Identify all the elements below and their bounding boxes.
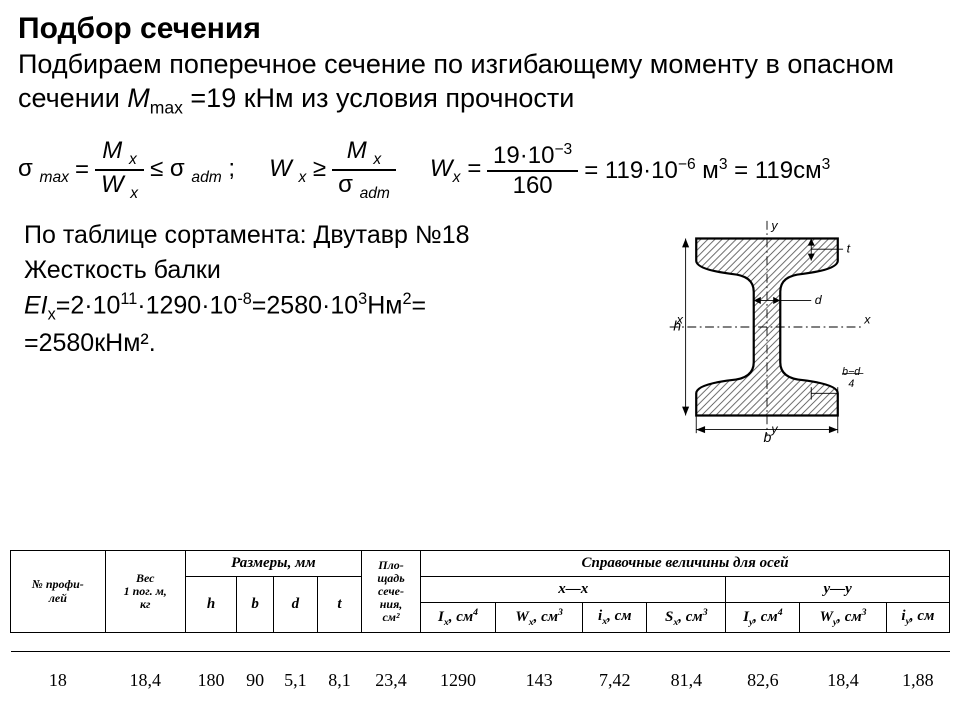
mid-section: По таблице сортамента: Двутавр №18 Жестк… — [18, 218, 942, 442]
svg-text:x: x — [863, 312, 871, 326]
cell-area: 23,4 — [362, 652, 421, 703]
lead-paragraph: Подбираем поперечное сечение по изгибающ… — [18, 48, 942, 119]
line-sortament: По таблице сортамента: Двутавр №18 — [24, 218, 594, 253]
dim-b-label: b — [763, 429, 771, 442]
col-axis-y: y—y — [726, 577, 950, 603]
line-stiffness: Жесткость балки — [24, 253, 594, 288]
cell-ix: 7,42 — [583, 652, 647, 703]
eq1-lhs: σ max — [18, 155, 69, 187]
col-iy: iy, см — [886, 603, 949, 633]
eq1-equals: = — [75, 156, 89, 184]
eq1-num: M x — [96, 137, 142, 169]
eq3-fraction: 19·10−3 160 — [487, 140, 578, 200]
line-ei-result: =2580кНм². — [24, 326, 594, 361]
col-Wx: Wx, см3 — [495, 603, 582, 633]
eq3-num: 19·10−3 — [487, 140, 578, 170]
dim-t-label: t — [847, 242, 851, 256]
col-ref-group: Справочные величины для осей — [421, 551, 950, 577]
col-Ix: Ix, см4 — [421, 603, 496, 633]
cell-d: 5,1 — [273, 652, 317, 703]
equation-wx-inequality: W x ≥ M x σ adm — [269, 137, 396, 204]
eq2-num: M x — [341, 137, 387, 169]
col-dims-group: Размеры, мм — [185, 551, 361, 577]
col-b: b — [237, 577, 274, 633]
dim-h-label: h — [673, 317, 681, 333]
eq1-rhs: ≤ σ adm ; — [150, 155, 235, 187]
dim-d-label: d — [815, 293, 823, 307]
col-d: d — [273, 577, 317, 633]
col-weight: Вес1 пог. м,кг — [105, 551, 185, 633]
cell-Wx: 143 — [495, 652, 582, 703]
dim-bd4-label: b−d —— 4 — [841, 366, 866, 390]
equation-row: σ max = M x W x ≤ σ adm ; W x ≥ M x σ ad… — [18, 137, 942, 204]
sortament-table: № профи-лей Вес1 пог. м,кг Размеры, мм П… — [10, 550, 950, 702]
result-text-block: По таблице сортамента: Двутавр №18 Жестк… — [24, 218, 594, 361]
i-beam-figure: x x y y h d t b−d — [602, 212, 932, 442]
col-Sx: Sx, см3 — [647, 603, 726, 633]
eq3-lhs: Wx = — [430, 155, 481, 187]
eq2-lhs: W x ≥ — [269, 155, 326, 187]
eq3-den: 160 — [507, 172, 559, 200]
eq1-fraction: M x W x — [95, 137, 144, 204]
page-title: Подбор сечения — [18, 12, 942, 46]
equation-sigma-max: σ max = M x W x ≤ σ adm ; — [18, 137, 235, 204]
table-spacer — [11, 633, 950, 652]
eq1-den: W x — [95, 171, 144, 203]
cell-h: 180 — [185, 652, 237, 703]
col-profile: № профи-лей — [11, 551, 106, 633]
eq3-rhs: = 119·10−6 м3 = 119см3 — [584, 156, 830, 185]
col-h: h — [185, 577, 237, 633]
line-ei-formula: EIx=2·1011·1290·10-8=2580·103Нм2= — [24, 288, 594, 326]
svg-text:y: y — [770, 422, 778, 436]
cell-profile: 18 — [11, 652, 106, 703]
col-area: Пло-щадьсече-ния,см² — [362, 551, 421, 633]
equation-wx-result: Wx = 19·10−3 160 = 119·10−6 м3 = 119см3 — [430, 140, 830, 200]
sortament-table-area: № профи-лей Вес1 пог. м,кг Размеры, мм П… — [0, 550, 960, 720]
cell-Wy: 18,4 — [800, 652, 886, 703]
cell-Iy: 82,6 — [726, 652, 800, 703]
cell-iy: 1,88 — [886, 652, 949, 703]
col-t: t — [317, 577, 361, 633]
eq2-den: σ adm — [332, 171, 396, 203]
cell-weight: 18,4 — [105, 652, 185, 703]
col-ix: ix, см — [583, 603, 647, 633]
axis-y-label: y — [770, 219, 778, 233]
cell-Sx: 81,4 — [647, 652, 726, 703]
cell-t: 8,1 — [317, 652, 361, 703]
cell-b: 90 — [237, 652, 274, 703]
col-Wy: Wy, см3 — [800, 603, 886, 633]
col-axis-x: x—x — [421, 577, 726, 603]
col-Iy: Iy, см4 — [726, 603, 800, 633]
cell-Ix: 1290 — [421, 652, 496, 703]
eq2-fraction: M x σ adm — [332, 137, 396, 204]
table-row: 18 18,4 180 90 5,1 8,1 23,4 1290 143 7,4… — [11, 652, 950, 703]
table-header-row-1: № профи-лей Вес1 пог. м,кг Размеры, мм П… — [11, 551, 950, 577]
